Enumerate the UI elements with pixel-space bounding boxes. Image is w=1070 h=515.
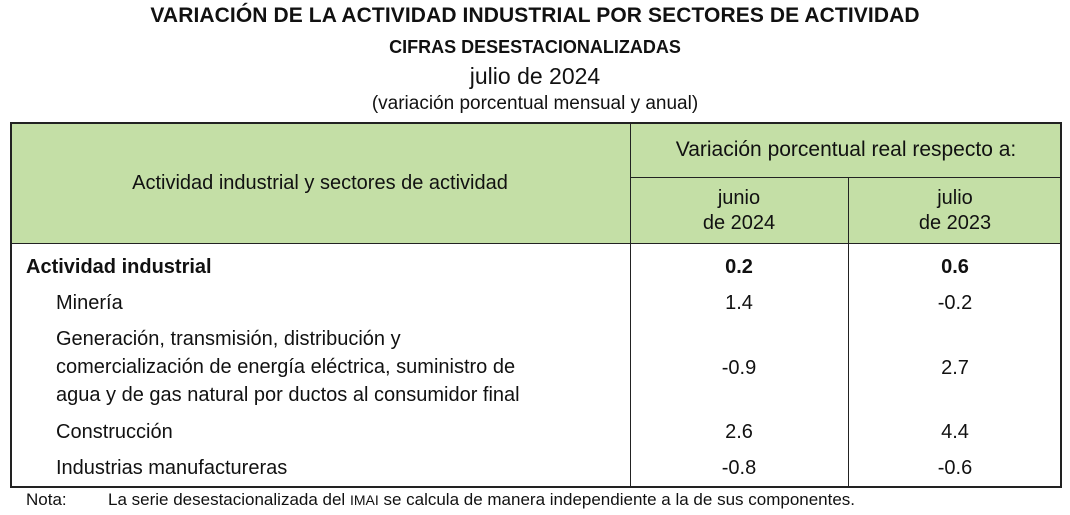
header-col2-line1: julio xyxy=(937,187,973,209)
row-value-june-2024: 2.6 xyxy=(725,421,753,443)
row-value-july-2023: 4.4 xyxy=(941,421,969,443)
header-col2-line2: de 2023 xyxy=(918,212,992,234)
row-value-july-2023: 0.6 xyxy=(941,256,969,278)
table-border-right xyxy=(1060,122,1062,488)
footnote: Nota: La serie desestacionalizada del IMA… xyxy=(26,490,855,510)
header-mid-rule xyxy=(630,177,1062,178)
data-table: Actividad industrial y sectores de activ… xyxy=(10,122,1062,488)
table-border-top xyxy=(10,122,1062,124)
column-divider-2 xyxy=(848,178,849,488)
header-activity: Actividad industrial y sectores de activ… xyxy=(132,171,508,194)
row-value-june-2024: 0.2 xyxy=(725,256,753,278)
report-subtitle: CIFRAS DESESTACIONALIZADAS xyxy=(389,37,681,57)
row-label: Actividad industrial xyxy=(26,256,212,278)
report-units: (variación porcentual mensual y anual) xyxy=(371,93,699,114)
row-value-june-2024: 1.4 xyxy=(725,292,753,314)
header-col-july-2023: julio de 2023 xyxy=(848,178,1062,244)
row-label-line: comercialización de energía eléctrica, s… xyxy=(56,356,516,378)
row-value-june-2024: -0.8 xyxy=(721,457,757,479)
table-border-bottom xyxy=(10,486,1062,488)
row-value-june-2024: -0.9 xyxy=(721,357,757,379)
row-label: Minería xyxy=(56,292,123,314)
footnote-text-before: La serie desestacionalizada del xyxy=(108,490,350,509)
row-label: Generación, transmisión, distribución y … xyxy=(56,325,626,409)
row-label: Construcción xyxy=(56,421,173,443)
footnote-acronym: IMAI xyxy=(349,492,379,508)
footnote-label: Nota: xyxy=(26,490,67,509)
header-col1-line2: de 2024 xyxy=(702,212,776,234)
column-divider-1 xyxy=(630,122,631,488)
report-period: julio de 2024 xyxy=(469,63,601,89)
row-label: Industrias manufactureras xyxy=(56,457,288,479)
header-col-june-2024: junio de 2024 xyxy=(630,178,848,244)
table-header: Actividad industrial y sectores de activ… xyxy=(10,122,1062,244)
table-border-left xyxy=(10,122,12,488)
row-value-july-2023: -0.2 xyxy=(937,292,973,314)
header-col1-line1: junio xyxy=(717,187,761,209)
header-bottom-rule xyxy=(10,243,1062,244)
row-label-line: Generación, transmisión, distribución y xyxy=(56,328,401,350)
row-value-july-2023: -0.6 xyxy=(937,457,973,479)
row-value-july-2023: 2.7 xyxy=(941,357,969,379)
report-title: VARIACIÓN DE LA ACTIVIDAD INDUSTRIAL POR… xyxy=(150,4,920,27)
footnote-text-after: se calcula de manera independiente a la … xyxy=(378,490,856,509)
row-label-line: agua y de gas natural por ductos al cons… xyxy=(56,384,520,406)
header-variation: Variación porcentual real respecto a: xyxy=(675,138,1017,161)
